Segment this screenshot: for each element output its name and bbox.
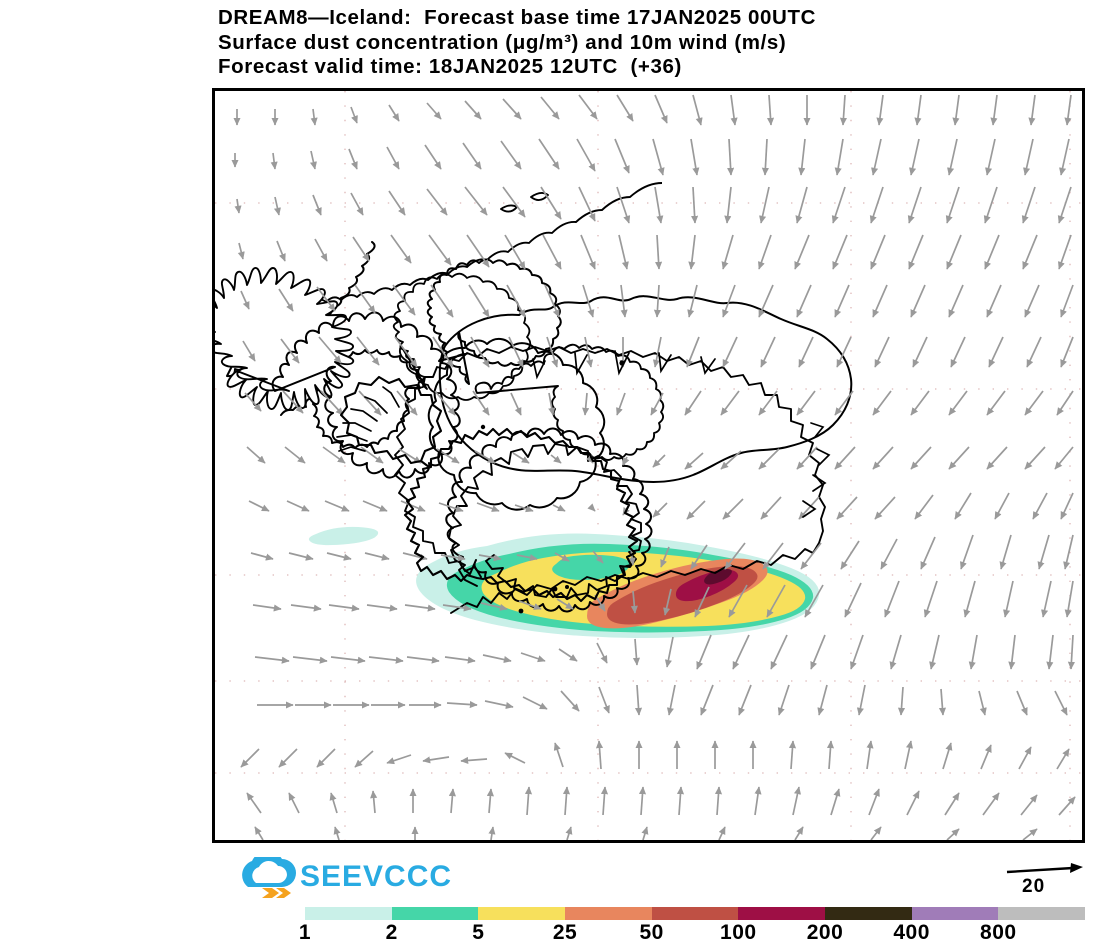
iceland-coast-path (403, 427, 639, 603)
colorbar-labels: 1 2 5 25 50 100 200 400 800 (0, 921, 1107, 949)
colorbar-segment-5 (478, 907, 565, 920)
wind-vectors (231, 94, 1076, 840)
chart-title: DREAM8—Iceland: Forecast base time 17JAN… (218, 6, 1088, 80)
colorbar-segment-2 (391, 907, 479, 920)
dust-contour-level-200 (704, 569, 732, 585)
iceland-border (271, 311, 461, 479)
colorbar-segment-100 (738, 907, 825, 920)
iceland-coastline-main (427, 338, 606, 511)
iceland-coastline-overlay (336, 350, 831, 614)
westfjords (339, 375, 443, 469)
dust-notch-teal (552, 554, 630, 580)
arrow-right-icon (1070, 863, 1083, 873)
dust-plume (308, 526, 820, 638)
islet (480, 424, 486, 430)
colorbar-tick-100: 100 (720, 921, 757, 944)
colorbar[interactable] (305, 907, 1085, 920)
colorbar-segment-800 (998, 907, 1085, 920)
wind-scale-label: 20 (1022, 876, 1046, 897)
colorbar-segment-400 (911, 907, 999, 920)
colorbar-tick-200: 200 (806, 921, 844, 944)
iceland-final (394, 346, 826, 614)
colorbar-segment-200 (824, 907, 912, 920)
iceland-accurate (445, 427, 653, 613)
dust-contour-level-1-detached (308, 526, 379, 546)
wind-scale-arrow (1006, 866, 1074, 874)
title-line-3: Forecast valid time: 18JAN2025 12UTC (+3… (218, 55, 682, 78)
map-canvas (215, 91, 1082, 840)
arrow-right-icon (262, 888, 279, 898)
islet (565, 585, 569, 589)
title-line-2: Surface dust concentration (μg/m³) and 1… (218, 30, 787, 54)
cloud-icon-inner (252, 861, 287, 884)
colorbar-tick-400: 400 (893, 921, 930, 944)
forecast-map[interactable] (212, 88, 1085, 843)
seevccc-logo[interactable] (218, 857, 438, 901)
islet (518, 608, 524, 614)
wind-scale-reference (1006, 863, 1083, 874)
colorbar-tick-1: 1 (298, 921, 312, 944)
seevccc-logo-text: SEEVCCC (300, 860, 453, 893)
islet (619, 360, 625, 366)
colorbar-tick-800: 800 (980, 921, 1017, 944)
colorbar-tick-50: 50 (639, 921, 664, 944)
iceland-outline (394, 346, 826, 614)
colorbar-segment-1 (305, 907, 392, 920)
iceland-island (427, 338, 606, 511)
colorbar-tick-5: 5 (472, 921, 485, 944)
arrow-right-icon-2 (276, 888, 291, 898)
colorbar-segment-50 (651, 907, 739, 920)
islet (552, 586, 558, 592)
colorbar-tick-2: 2 (385, 921, 398, 944)
colorbar-segment-25 (564, 907, 652, 920)
title-line-1: DREAM8—Iceland: Forecast base time 17JAN… (218, 6, 816, 29)
colorbar-tick-25: 25 (552, 921, 578, 944)
iceland-map-shape (271, 311, 461, 479)
